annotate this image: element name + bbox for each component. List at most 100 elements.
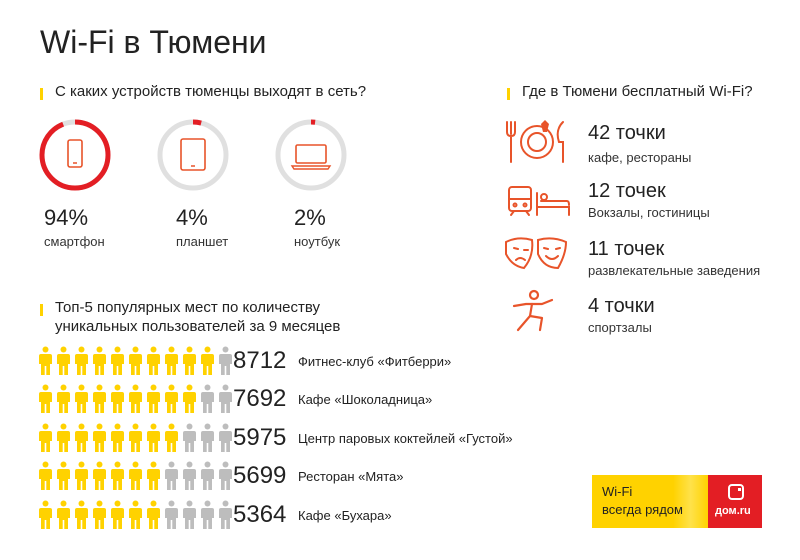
person-icon (93, 461, 106, 490)
person-icon (111, 500, 124, 529)
person-icon (111, 423, 124, 452)
laptop-ring (275, 119, 347, 191)
laptop-icon (290, 144, 332, 170)
people-row-3 (38, 423, 233, 453)
people-row-5 (38, 500, 233, 530)
person-icon (165, 423, 178, 452)
laptop-label: ноутбук (294, 234, 341, 249)
tablet-ring (157, 119, 229, 191)
person-icon (219, 384, 232, 413)
cafe-count: 42 точки (588, 122, 666, 144)
person-icon (57, 461, 70, 490)
person-icon (129, 500, 142, 529)
person-icon (183, 500, 196, 529)
free-wifi-heading: Где в Тюмени бесплатный Wi-Fi? (522, 83, 753, 100)
person-icon (111, 461, 124, 490)
person-icon (201, 384, 214, 413)
cafe-label: кафе, рестораны (588, 150, 692, 165)
person-icon (75, 423, 88, 452)
person-icon (111, 384, 124, 413)
smartphone-label: смартфон (44, 234, 105, 249)
entertainment-label: развлекательные заведения (588, 263, 761, 278)
cafe-icon (506, 120, 564, 163)
tablet-label: планшет (176, 234, 229, 249)
person-icon (183, 461, 196, 490)
person-icon (165, 500, 178, 529)
top5-name: Центр паровых коктейлей «Густой» (298, 431, 513, 446)
sport-icon (512, 289, 554, 332)
train-hotel-count: 12 точек (588, 180, 666, 202)
train-hotel-label: Вокзалы, гостиницы (588, 205, 710, 220)
person-icon (147, 500, 160, 529)
section-marker (40, 88, 43, 100)
top5-name: Ресторан «Мята» (298, 469, 404, 484)
person-icon (75, 384, 88, 413)
person-icon (219, 500, 232, 529)
person-icon (129, 461, 142, 490)
person-icon (129, 423, 142, 452)
person-icon (129, 346, 142, 375)
people-row-4 (38, 461, 233, 491)
sport-count: 4 точки (588, 295, 655, 317)
person-icon (219, 461, 232, 490)
person-icon (201, 346, 214, 375)
section-marker (40, 304, 43, 316)
laptop-percent: 2% (294, 205, 326, 230)
top5-name: Кафе «Шоколадница» (298, 392, 433, 407)
smartphone-icon (67, 139, 83, 168)
person-icon (183, 423, 196, 452)
person-icon (165, 461, 178, 490)
person-icon (57, 346, 70, 375)
logo-text: дом.ru (715, 505, 751, 517)
people-row-2 (38, 384, 233, 414)
top5-value: 5364 (233, 501, 287, 528)
person-icon (57, 500, 70, 529)
entertainment-count: 11 точек (588, 238, 665, 260)
smartphone-ring (39, 119, 111, 191)
person-icon (165, 384, 178, 413)
top5-value: 8712 (233, 347, 287, 374)
person-icon (219, 423, 232, 452)
brand-banner[interactable]: Wi-Fi всегда рядом дом.ru (592, 475, 762, 528)
person-icon (39, 461, 52, 490)
person-icon (93, 346, 106, 375)
banner-slogan: Wi-Fi всегда рядом (592, 475, 708, 528)
top5-name: Фитнес-клуб «Фитберри» (298, 354, 452, 369)
person-icon (201, 500, 214, 529)
section-marker (507, 88, 510, 100)
person-icon (93, 423, 106, 452)
devices-heading: С каких устройств тюменцы выходят в сеть… (55, 83, 367, 100)
person-icon (93, 500, 106, 529)
logo-house-icon (728, 484, 744, 500)
person-icon (39, 384, 52, 413)
person-icon (147, 384, 160, 413)
person-icon (39, 346, 52, 375)
person-icon (111, 346, 124, 375)
dom-ru-logo: дом.ru (708, 475, 762, 528)
person-icon (75, 461, 88, 490)
theater-masks-icon (505, 237, 568, 270)
top5-name: Кафе «Бухара» (298, 508, 392, 523)
person-icon (201, 423, 214, 452)
person-icon (219, 346, 232, 375)
person-icon (147, 346, 160, 375)
banner-line2: всегда рядом (602, 502, 683, 517)
top5-heading-line1: Топ-5 популярных мест по количеству (55, 299, 321, 316)
person-icon (129, 384, 142, 413)
top5-heading-line2: уникальных пользователей за 9 месяцев (55, 318, 341, 335)
person-icon (75, 500, 88, 529)
people-row-1 (38, 346, 233, 376)
tablet-percent: 4% (176, 205, 208, 230)
person-icon (57, 384, 70, 413)
person-icon (39, 423, 52, 452)
top5-value: 5699 (233, 462, 287, 489)
person-icon (147, 461, 160, 490)
person-icon (39, 500, 52, 529)
person-icon (57, 423, 70, 452)
top5-value: 7692 (233, 385, 287, 412)
person-icon (183, 384, 196, 413)
person-icon (201, 461, 214, 490)
top5-value: 5975 (233, 424, 287, 451)
sport-label: спортзалы (588, 320, 652, 335)
page-title: Wi-Fi в Тюмени (40, 24, 267, 60)
